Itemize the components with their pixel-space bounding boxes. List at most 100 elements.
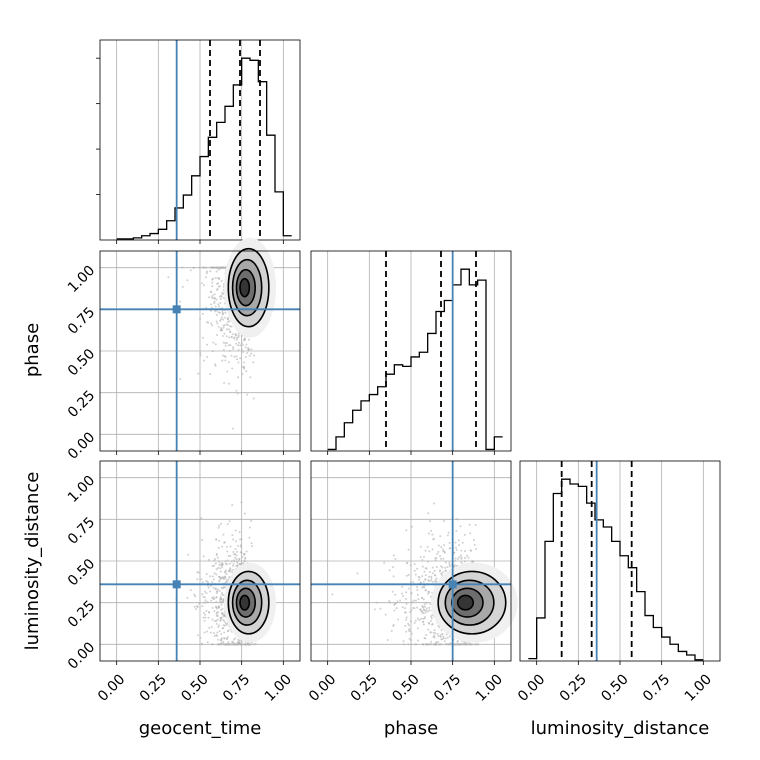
sample-point: [227, 344, 230, 347]
sample-point: [250, 352, 253, 355]
sample-point: [235, 389, 238, 392]
sample-point: [207, 616, 210, 619]
sample-point: [474, 643, 477, 646]
sample-point: [446, 636, 449, 639]
sample-point: [232, 348, 235, 351]
sample-point: [212, 277, 215, 280]
sample-point: [426, 545, 429, 548]
sample-point: [453, 564, 456, 567]
sample-point: [442, 571, 445, 574]
sample-point: [234, 556, 237, 559]
sample-point: [224, 344, 227, 347]
sample-point: [240, 348, 243, 351]
sample-point: [213, 620, 216, 623]
sample-point: [234, 540, 237, 543]
sample-point: [440, 546, 443, 549]
sample-point: [223, 316, 226, 319]
sample-point: [223, 541, 226, 544]
sample-point: [243, 552, 246, 555]
sample-point: [250, 542, 253, 545]
sample-point: [202, 595, 205, 598]
sample-point: [461, 541, 464, 544]
sample-point: [201, 312, 204, 315]
sample-point: [218, 564, 221, 567]
sample-point: [221, 335, 224, 338]
sample-point: [217, 638, 220, 641]
sample-point: [220, 591, 223, 594]
sample-point: [467, 642, 470, 645]
sample-point: [199, 317, 202, 320]
sample-point: [200, 539, 203, 542]
hist-panel-geocent_time: [96, 39, 301, 244]
sample-point: [220, 279, 223, 282]
sample-point: [226, 523, 229, 526]
sample-point: [239, 563, 242, 566]
sample-point: [388, 600, 391, 603]
sample-point: [229, 567, 232, 570]
sample-point: [424, 637, 427, 640]
sample-point: [245, 370, 248, 373]
x-tick-label: 1.00: [682, 671, 715, 704]
sample-point: [215, 622, 218, 625]
sample-point: [391, 590, 394, 593]
sample-point: [226, 318, 229, 321]
sample-point: [232, 538, 235, 541]
sample-point: [230, 354, 233, 357]
sample-point: [192, 266, 195, 269]
sample-point: [231, 534, 234, 537]
sample-point: [416, 627, 419, 630]
sample-point: [471, 643, 474, 646]
sample-point: [427, 512, 430, 515]
sample-point: [457, 640, 460, 643]
sample-point: [222, 640, 225, 643]
sample-point: [236, 565, 239, 568]
sample-point: [460, 549, 463, 552]
sample-point: [235, 643, 238, 646]
sample-point: [409, 611, 412, 614]
sample-point: [221, 309, 224, 312]
sample-point: [215, 590, 218, 593]
sample-point: [414, 619, 417, 622]
sample-point: [421, 596, 424, 599]
sample-point: [213, 302, 216, 305]
sample-point: [203, 601, 206, 604]
sample-point: [437, 643, 440, 646]
sample-point: [460, 556, 463, 559]
sample-point: [217, 546, 220, 549]
sample-point: [215, 266, 218, 269]
sample-point: [208, 626, 211, 629]
sample-point: [224, 622, 227, 625]
sample-point: [211, 565, 214, 568]
sample-point: [211, 281, 214, 284]
sample-point: [202, 555, 205, 558]
sample-point: [225, 335, 228, 338]
sample-point: [218, 524, 221, 527]
sample-point: [226, 636, 229, 639]
sample-point: [405, 591, 408, 594]
sample-point: [219, 577, 222, 580]
sample-point: [402, 640, 405, 643]
sample-point: [224, 577, 227, 580]
sample-point: [205, 272, 208, 275]
sample-point: [167, 276, 170, 279]
sample-point: [221, 266, 224, 269]
sample-point: [238, 639, 241, 642]
scatter-panel-geocent_time-vs-luminosity_distance: [99, 460, 301, 665]
sample-point: [215, 313, 218, 316]
sample-point: [218, 285, 221, 288]
sample-point: [427, 579, 430, 582]
sample-point: [241, 643, 244, 646]
sample-point: [248, 526, 251, 529]
sample-point: [203, 631, 206, 634]
sample-point: [232, 346, 235, 349]
sample-point: [448, 563, 451, 566]
sample-point: [216, 618, 219, 621]
sample-point: [225, 328, 228, 331]
sample-point: [407, 573, 410, 576]
sample-point: [218, 539, 221, 542]
sample-point: [474, 524, 477, 527]
sample-point: [232, 642, 235, 645]
sample-point: [187, 553, 190, 556]
sample-point: [437, 544, 440, 547]
sample-point: [206, 600, 209, 603]
